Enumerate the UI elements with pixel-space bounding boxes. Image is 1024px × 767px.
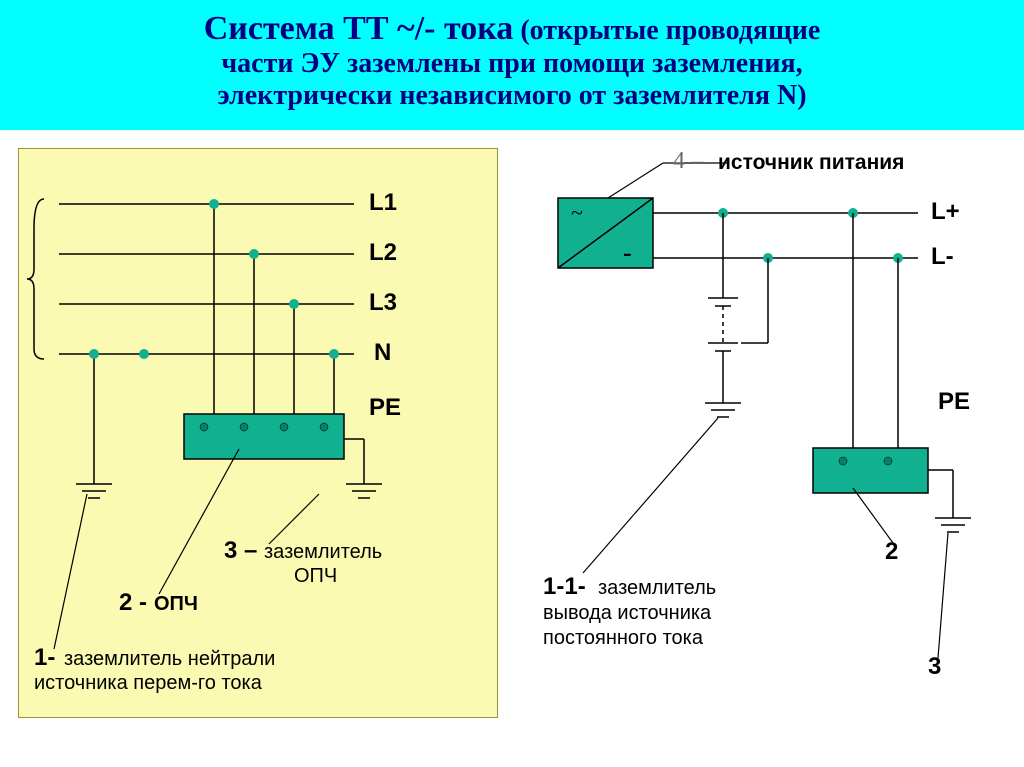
- panels-row: L1 L2 L3 N PE 3 – заземлитель ОПЧ 2 - ОП…: [0, 130, 1024, 718]
- ground-load-icon: [935, 518, 971, 532]
- callout3-text: заземлитель: [264, 541, 382, 564]
- callout2-text: ОПЧ: [154, 593, 198, 616]
- title-line2: части ЭУ заземлены при помощи заземления…: [20, 48, 1004, 80]
- callout-r2: 2: [885, 538, 898, 566]
- label-Lp: L+: [931, 198, 960, 226]
- callout3-num: 3 –: [224, 537, 257, 565]
- callout2-num: 2 -: [119, 589, 147, 617]
- left-diagram: [19, 149, 499, 719]
- callout-r11-t3: постоянного тока: [543, 627, 703, 650]
- callout1-text2: источника перем-го тока: [34, 672, 262, 695]
- ground-center-icon: [705, 403, 741, 417]
- label-Lm: L-: [931, 243, 954, 271]
- ground-left-icon: [76, 484, 112, 498]
- label-L1: L1: [369, 189, 397, 217]
- callout-r11-num: 1-1-: [543, 573, 586, 601]
- topnote-text: источник питания: [718, 151, 904, 175]
- title-main: Система ТТ ~/- тока: [204, 10, 514, 47]
- callout1-num: 1-: [34, 644, 55, 672]
- label-PE-r: PE: [938, 388, 970, 416]
- callout-r3: 3: [928, 653, 941, 681]
- src-minus: -: [623, 238, 632, 268]
- right-panel: ~ - 4 – источник питания L+ L- PE 2 3 1-…: [523, 148, 1003, 718]
- src-tilde: ~: [571, 200, 583, 226]
- callout1-text: заземлитель нейтрали: [64, 648, 275, 671]
- ground-right-icon: [346, 484, 382, 498]
- callout3-text2: ОПЧ: [294, 565, 337, 588]
- callout-r11-t1: заземлитель: [598, 577, 716, 600]
- label-L2: L2: [369, 239, 397, 267]
- label-N: N: [374, 339, 391, 367]
- label-L3: L3: [369, 289, 397, 317]
- callout-r11-t2: вывода источника: [543, 602, 711, 625]
- left-panel: L1 L2 L3 N PE 3 – заземлитель ОПЧ 2 - ОП…: [18, 148, 498, 718]
- topnote-num: 4 –: [673, 148, 703, 175]
- title-sub: (открытые проводящие: [513, 15, 820, 46]
- label-PE: PE: [369, 394, 401, 422]
- title-line3: электрически независимого от заземлителя…: [20, 80, 1004, 112]
- title-header: Система ТТ ~/- тока (открытые проводящие…: [0, 0, 1024, 130]
